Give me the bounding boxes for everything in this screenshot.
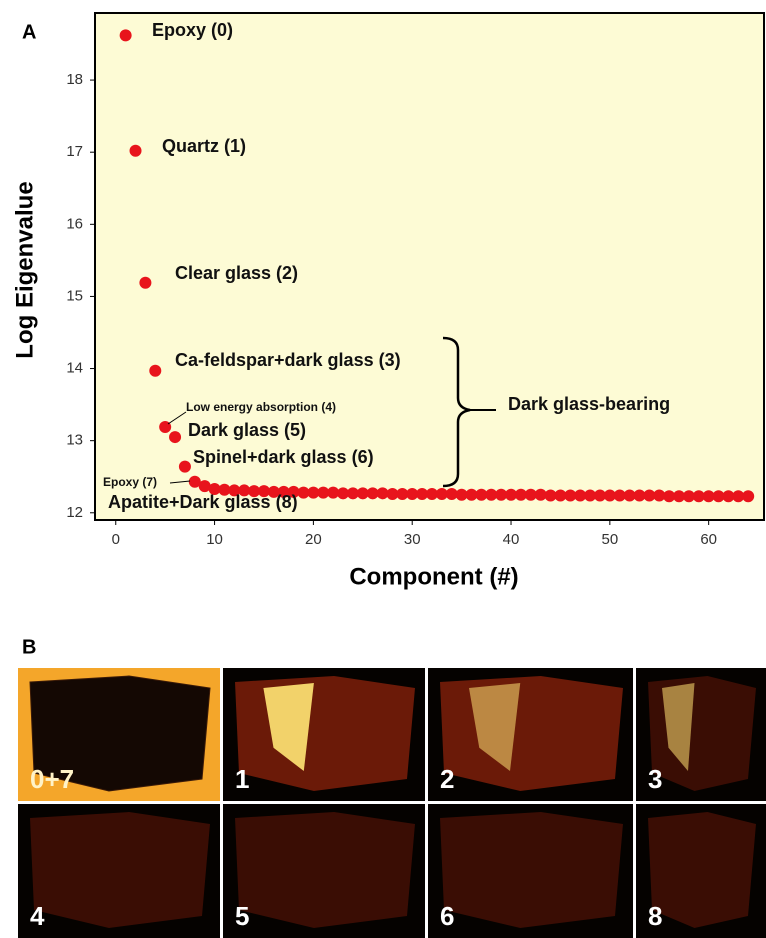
data-point <box>742 490 754 502</box>
data-point <box>139 277 151 289</box>
annotation: Spinel+dark glass (6) <box>193 447 374 467</box>
sample-shape <box>440 676 623 791</box>
tile-label: 0+7 <box>30 764 74 794</box>
y-tick-label: 12 <box>66 504 83 521</box>
annotation: Dark glass (5) <box>188 420 306 440</box>
figure: A B Component (#) Log Eigenvalue 0102030… <box>0 0 766 938</box>
tile-label: 1 <box>235 764 249 794</box>
tile-label: 2 <box>440 764 454 794</box>
x-tick-label: 10 <box>206 531 223 548</box>
x-tick-label: 20 <box>305 531 322 548</box>
annotation: Ca-feldspar+dark glass (3) <box>175 350 401 370</box>
x-tick-label: 40 <box>503 531 520 548</box>
data-point <box>169 431 181 443</box>
x-tick-label: 0 <box>112 531 120 548</box>
tile-label: 4 <box>30 901 45 931</box>
y-tick-label: 18 <box>66 71 83 88</box>
annotation: Epoxy (7) <box>103 475 157 489</box>
annotation: Dark glass-bearing <box>508 394 670 414</box>
sample-shape <box>30 812 210 928</box>
y-tick-label: 14 <box>66 360 83 377</box>
data-point <box>179 461 191 473</box>
tile-label: 6 <box>440 901 454 931</box>
x-tick-label: 60 <box>700 531 717 548</box>
y-axis-label: Log Eigenvalue <box>11 181 38 358</box>
x-axis-label: Component (#) <box>349 563 518 590</box>
sample-shape <box>235 812 415 928</box>
sample-shape <box>235 676 415 791</box>
tile-label: 3 <box>648 764 662 794</box>
annotation: Apatite+Dark glass (8) <box>108 492 298 512</box>
annotation: Quartz (1) <box>162 136 246 156</box>
y-tick-label: 15 <box>66 287 83 304</box>
y-tick-label: 16 <box>66 215 83 232</box>
annotation: Epoxy (0) <box>152 20 233 40</box>
annotation: Clear glass (2) <box>175 263 298 283</box>
x-tick-label: 50 <box>601 531 618 548</box>
annotation: Low energy absorption (4) <box>186 400 336 414</box>
y-tick-label: 17 <box>66 143 83 160</box>
x-tick-label: 30 <box>404 531 421 548</box>
data-point <box>149 365 161 377</box>
data-point <box>130 145 142 157</box>
sample-shape <box>648 812 756 928</box>
panel-label: B <box>22 636 36 658</box>
tile-label: 5 <box>235 901 249 931</box>
data-point <box>120 29 132 41</box>
sample-shape <box>440 812 623 928</box>
tile-label: 8 <box>648 901 662 931</box>
panel-label: A <box>22 21 36 43</box>
y-tick-label: 13 <box>66 432 83 449</box>
